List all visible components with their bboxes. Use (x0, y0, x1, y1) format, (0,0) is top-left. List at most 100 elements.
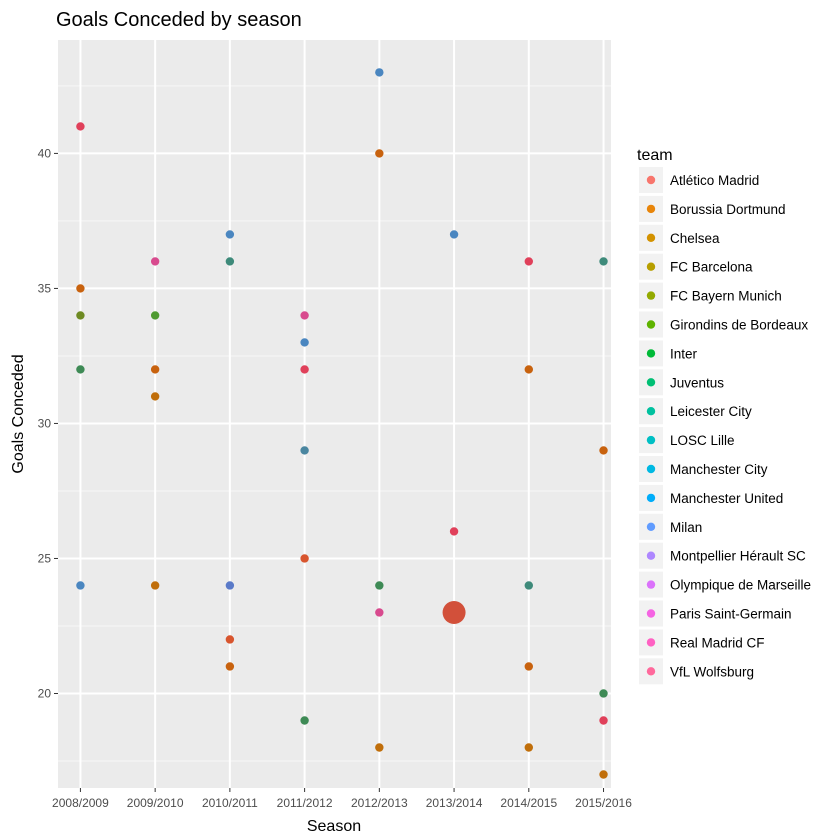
legend-swatch (646, 551, 656, 560)
data-point (524, 743, 533, 752)
legend-label: Chelsea (670, 231, 720, 246)
data-point (76, 311, 85, 320)
data-point (76, 581, 85, 590)
legend-swatch (646, 464, 656, 474)
data-point (225, 635, 235, 644)
legend-swatch (646, 320, 656, 329)
data-point (599, 257, 608, 266)
legend-swatch (646, 435, 656, 445)
data-point (300, 716, 309, 725)
data-point (524, 581, 533, 590)
x-tick-label: 2014/2015 (500, 796, 557, 810)
data-point (599, 770, 608, 779)
data-point (375, 149, 384, 158)
data-point (300, 311, 309, 320)
legend-swatch (646, 407, 656, 416)
data-point (300, 554, 309, 563)
data-point (375, 581, 384, 590)
legend-label: FC Bayern Munich (670, 289, 782, 304)
legend-label: Milan (670, 520, 702, 535)
y-axis: 20 25 30 35 40 (38, 146, 58, 700)
legend-label: Atlético Madrid (670, 173, 759, 188)
x-tick-label: 2010/2011 (202, 796, 258, 810)
plot-panel (58, 40, 611, 788)
data-point (76, 122, 85, 131)
data-point (225, 257, 235, 266)
data-point (599, 716, 608, 725)
data-point (150, 257, 160, 266)
data-point (375, 68, 384, 77)
x-tick-label: 2015/2016 (575, 796, 632, 810)
legend-label: Real Madrid CF (670, 635, 765, 650)
legend-label: FC Barcelona (670, 260, 753, 275)
data-point (449, 230, 459, 239)
minor-gridlines (58, 85, 611, 762)
legend: team Atlético Madrid Borussia Dortmund Che… (637, 147, 811, 685)
legend-label: Manchester City (670, 462, 768, 477)
data-point (524, 257, 533, 266)
data-point (225, 662, 235, 671)
data-point (150, 392, 160, 401)
legend-swatch (646, 378, 656, 387)
legend-label: Montpellier Hérault SC (670, 549, 806, 564)
legend-swatch (646, 175, 656, 185)
data-point (599, 689, 608, 698)
legend-swatch (646, 233, 656, 242)
data-point (375, 608, 384, 617)
legend-title: team (637, 147, 673, 164)
data-point (442, 600, 466, 624)
data-point (524, 365, 533, 374)
legend-label: Leicester City (670, 404, 752, 419)
legend-swatch (646, 493, 656, 503)
x-axis-title: Season (307, 818, 361, 835)
legend-swatch (646, 291, 656, 300)
y-tick-label: 30 (38, 416, 52, 430)
data-point (225, 581, 235, 590)
legend-swatch (646, 262, 656, 271)
data-point (300, 446, 309, 455)
x-tick-label: 2008/2009 (52, 796, 109, 810)
data-point (150, 581, 160, 590)
legend-label: Inter (670, 346, 698, 361)
y-tick-label: 25 (38, 551, 52, 565)
data-point (76, 284, 85, 293)
x-tick-label: 2012/2013 (351, 796, 408, 810)
x-tick-label: 2011/2012 (277, 796, 333, 810)
legend-label: LOSC Lille (670, 433, 735, 448)
x-axis: 2008/2009 2009/2010 2010/2011 2011/2012 2012… (52, 788, 632, 810)
data-point (375, 743, 384, 752)
legend-label: Manchester United (670, 491, 783, 506)
x-tick-label: 2013/2014 (426, 796, 483, 810)
y-tick-label: 20 (38, 686, 52, 700)
legend-label: Paris Saint-Germain (670, 607, 792, 622)
data-points (76, 68, 608, 779)
legend-label: Girondins de Bordeaux (670, 318, 808, 333)
legend-swatch (646, 349, 656, 358)
legend-label: Borussia Dortmund (670, 202, 786, 217)
legend-swatch (646, 580, 656, 589)
x-tick-label: 2009/2010 (127, 796, 184, 810)
legend-swatch (646, 204, 656, 214)
legend-label: Olympique de Marseille (670, 578, 811, 593)
y-axis-title: Goals Conceded (10, 354, 27, 473)
data-point (150, 365, 160, 374)
legend-swatch (646, 522, 656, 531)
legend-swatch (646, 609, 656, 618)
chart-title: Goals Conceded by season (56, 9, 302, 31)
legend-swatch (646, 667, 656, 676)
data-point (76, 365, 85, 374)
y-tick-label: 40 (38, 146, 52, 160)
data-point (225, 230, 235, 239)
legend-label: Juventus (670, 375, 724, 390)
data-point (150, 311, 160, 320)
data-point (300, 365, 309, 374)
legend-swatch (646, 638, 656, 647)
data-point (599, 446, 608, 455)
data-point (449, 527, 459, 536)
data-point (300, 338, 309, 347)
y-tick-label: 35 (38, 281, 52, 295)
data-point (524, 662, 533, 671)
major-gridlines (58, 40, 611, 788)
legend-label: VfL Wolfsburg (670, 664, 754, 679)
